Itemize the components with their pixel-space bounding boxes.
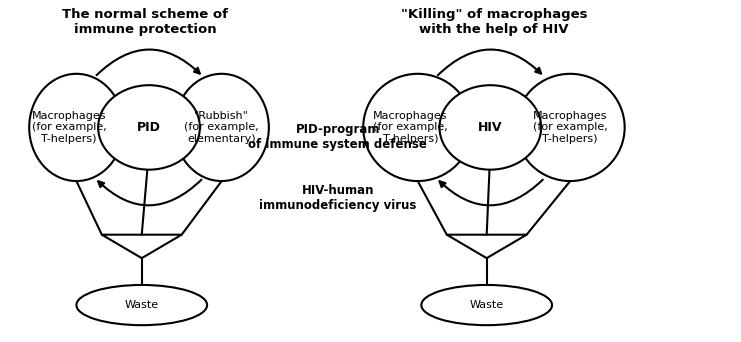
Ellipse shape — [76, 285, 207, 325]
Ellipse shape — [516, 74, 625, 181]
Text: PID-program
of immune system defense: PID-program of immune system defense — [248, 123, 428, 152]
Ellipse shape — [363, 74, 472, 181]
Ellipse shape — [174, 74, 269, 181]
Ellipse shape — [422, 285, 552, 325]
Text: The normal scheme of
immune protection: The normal scheme of immune protection — [62, 9, 228, 37]
Text: PID: PID — [137, 121, 161, 134]
Text: HIV-human
immunodeficiency virus: HIV-human immunodeficiency virus — [259, 184, 416, 212]
Text: Macrophages
(for example,
T-helpers): Macrophages (for example, T-helpers) — [533, 111, 608, 144]
Text: Waste: Waste — [470, 300, 504, 310]
Ellipse shape — [439, 85, 541, 170]
Text: Macrophages
(for example,
T-helpers): Macrophages (for example, T-helpers) — [373, 111, 448, 144]
Text: HIV: HIV — [478, 121, 502, 134]
Ellipse shape — [29, 74, 124, 181]
Text: Macrophages
(for example,
T-helpers): Macrophages (for example, T-helpers) — [32, 111, 107, 144]
Ellipse shape — [98, 85, 200, 170]
Text: "Killing" of macrophages
with the help of HIV: "Killing" of macrophages with the help o… — [401, 9, 587, 37]
Text: Waste: Waste — [124, 300, 159, 310]
Text: "Rubbish"
(for example,
elementary): "Rubbish" (for example, elementary) — [185, 111, 259, 144]
